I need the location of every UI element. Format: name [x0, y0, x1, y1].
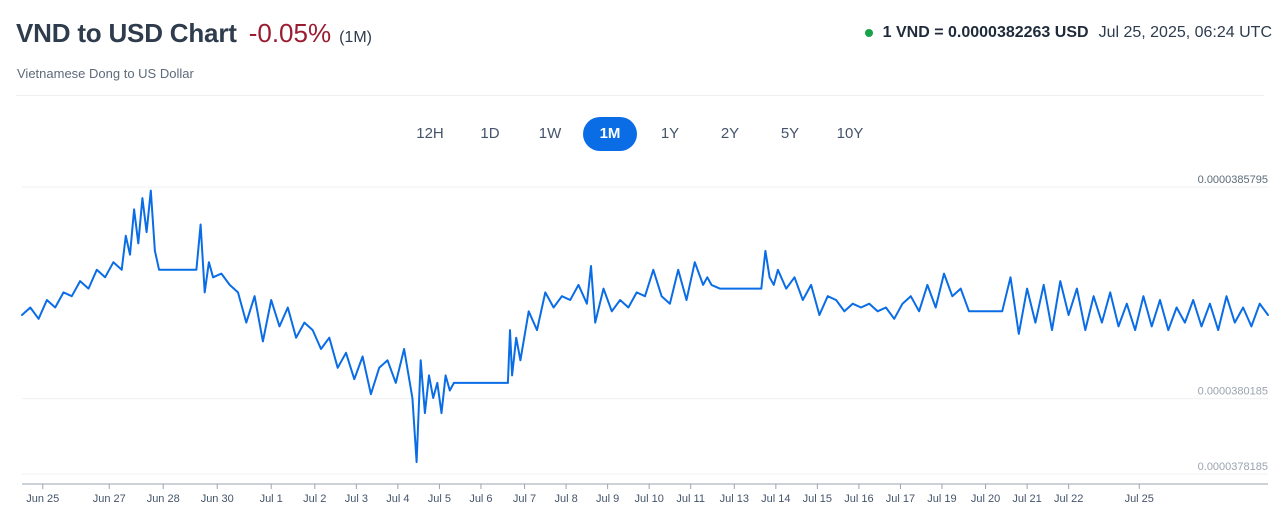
- x-tick-label: Jul 2: [303, 493, 326, 505]
- range-button-2y[interactable]: 2Y: [720, 125, 740, 142]
- x-tick-label: Jun 28: [147, 493, 180, 505]
- x-tick-label: Jul 6: [469, 493, 492, 505]
- rate-timestamp: Jul 25, 2025, 06:24 UTC: [1098, 24, 1272, 41]
- rate-line-chart[interactable]: 0.0000385795 0.0000380185 0.0000378185 Jun …: [0, 170, 1280, 508]
- range-button-12h[interactable]: 12H: [416, 125, 444, 142]
- page-subtitle: Vietnamese Dong to US Dollar: [17, 66, 194, 81]
- x-tick-label: Jul 10: [634, 493, 663, 505]
- x-tick-label: Jul 8: [554, 493, 577, 505]
- page-title: VND to USD Chart: [16, 18, 237, 48]
- x-tick-label: Jul 14: [761, 493, 790, 505]
- x-tick-label: Jun 25: [26, 493, 59, 505]
- title-row: VND to USD Chart -0.05% (1M): [16, 18, 1272, 49]
- change-percent: -0.05%: [248, 18, 332, 48]
- change-period: (1M): [339, 29, 372, 46]
- x-tick-label: Jun 30: [201, 493, 234, 505]
- x-tick-label: Jul 1: [260, 493, 283, 505]
- y-tick-label: 0.0000385795: [1198, 174, 1268, 186]
- series-line[interactable]: [21, 189, 1269, 464]
- range-button-1m[interactable]: 1M: [583, 117, 637, 151]
- x-tick-label: Jul 4: [386, 493, 409, 505]
- x-tick-label: Jul 11: [676, 493, 705, 505]
- x-tick-label: Jul 17: [886, 493, 915, 505]
- header-divider: [16, 95, 1264, 96]
- x-tick-label: Jul 5: [428, 493, 451, 505]
- x-tick-label: Jul 13: [720, 493, 749, 505]
- range-button-5y[interactable]: 5Y: [780, 125, 800, 142]
- x-tick-label: Jul 7: [513, 493, 536, 505]
- range-button-1d[interactable]: 1D: [480, 125, 500, 142]
- x-tick-label: Jul 9: [596, 493, 619, 505]
- range-button-10y[interactable]: 10Y: [836, 125, 864, 142]
- live-status-dot-icon: [864, 29, 873, 37]
- x-tick-label: Jul 21: [1012, 493, 1041, 505]
- chart-header: VND to USD Chart -0.05% (1M) Vietnamese …: [16, 18, 1272, 98]
- x-tick-label: Jul 25: [1125, 493, 1154, 505]
- x-tick-label: Jul 19: [927, 493, 956, 505]
- rate-display: 1 VND = 0.0000382263 USD Jul 25, 2025, 0…: [864, 24, 1272, 42]
- x-tick-label: Jul 22: [1054, 493, 1083, 505]
- y-tick-label: 0.0000380185: [1198, 386, 1268, 398]
- current-rate: 1 VND = 0.0000382263 USD: [882, 24, 1089, 41]
- time-range-selector: 12H 1D 1W 1M 1Y 2Y 5Y 10Y: [0, 117, 1280, 151]
- x-tick-label: Jul 20: [971, 493, 1000, 505]
- x-tick-label: Jul 15: [803, 493, 832, 505]
- range-button-1y[interactable]: 1Y: [660, 125, 680, 142]
- x-tick-label: Jun 27: [93, 493, 126, 505]
- x-tick-label: Jul 16: [844, 493, 873, 505]
- y-tick-label: 0.0000378185: [1198, 461, 1268, 473]
- x-tick-label: Jul 3: [345, 493, 368, 505]
- range-button-1w[interactable]: 1W: [538, 125, 562, 142]
